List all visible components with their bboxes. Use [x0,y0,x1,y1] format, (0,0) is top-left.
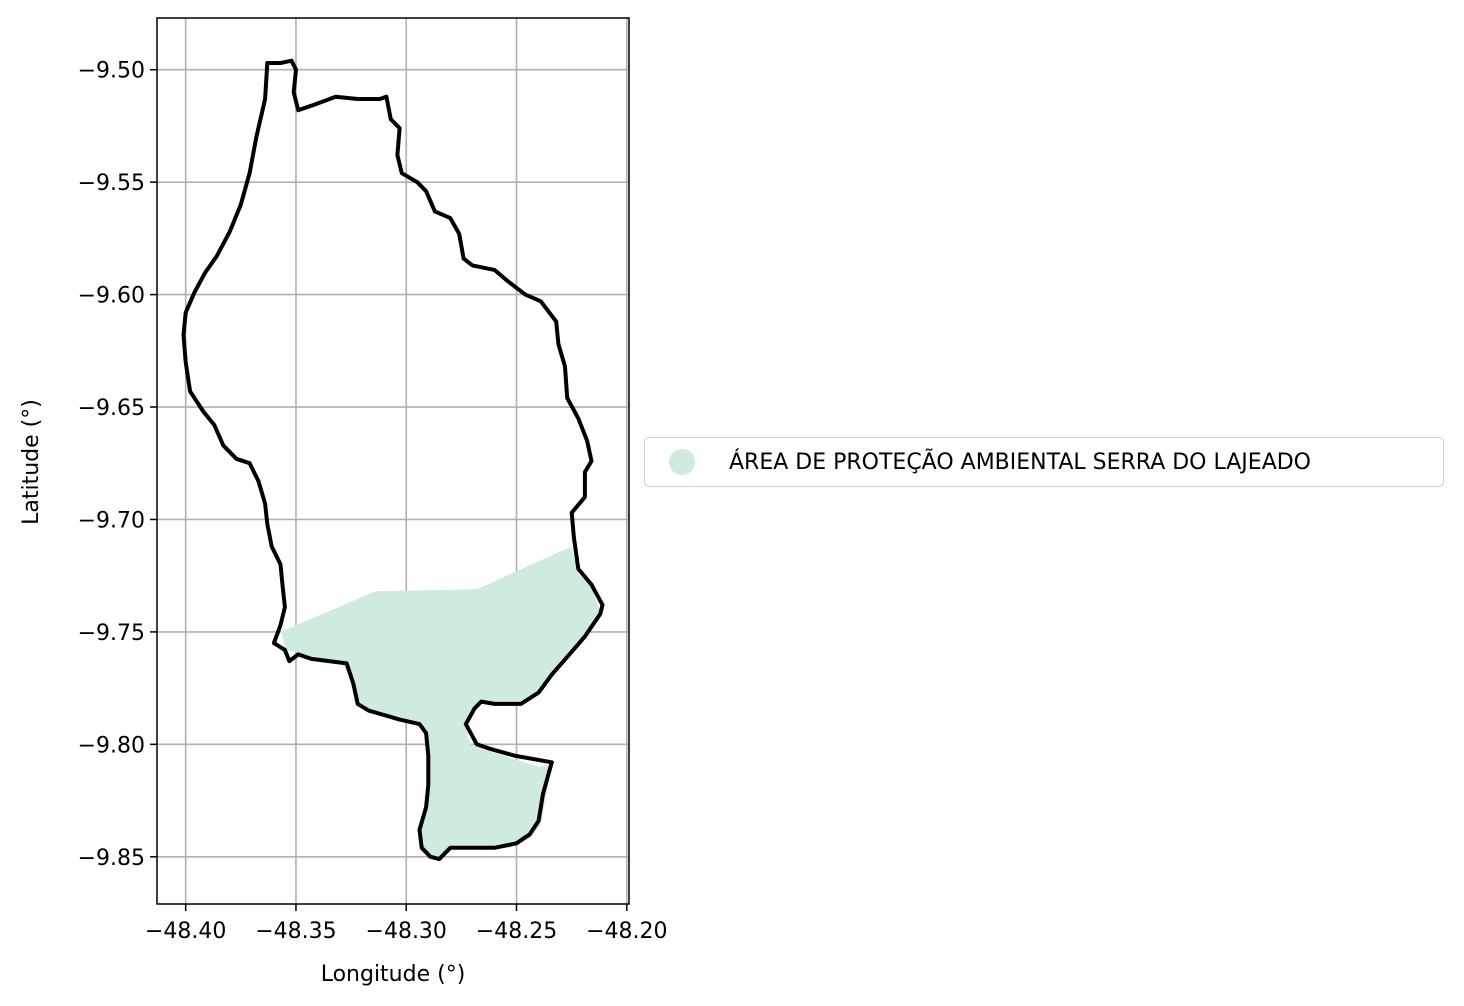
y-tick-label: −9.85 [78,846,145,871]
axes-frame [156,17,630,905]
y-tick-label: −9.55 [78,171,145,196]
y-axis-label: Latitude (°) [19,399,44,525]
legend-swatch-icon [669,449,695,475]
y-tick-label: −9.80 [78,733,145,758]
x-tick-label: −48.20 [586,919,667,944]
grid [157,18,629,904]
y-tick-label: −9.65 [78,396,145,421]
boundary-outline [181,58,605,861]
y-tick-label: −9.70 [78,508,145,533]
protected-area-layer [280,546,601,857]
legend: ÁREA DE PROTEÇÃO AMBIENTAL SERRA DO LAJE… [644,437,1444,487]
y-axis-ticks: −9.50 −9.55 −9.60 −9.65 −9.70 −9.75 −9.80 −9.85 [78,59,157,871]
x-tick-label: −48.35 [255,919,336,944]
y-tick-label: −9.60 [78,284,145,309]
protected-area-polygon [280,546,601,857]
x-axis-label: Longitude (°) [321,962,466,987]
x-tick-label: −48.25 [476,919,557,944]
x-tick-label: −48.40 [145,919,226,944]
y-tick-label: −9.50 [78,59,145,84]
x-tick-label: −48.30 [366,919,447,944]
x-axis-ticks: −48.40 −48.35 −48.30 −48.25 −48.20 [145,904,668,944]
legend-label: ÁREA DE PROTEÇÃO AMBIENTAL SERRA DO LAJE… [729,449,1312,475]
y-tick-label: −9.75 [78,621,145,646]
boundary-layer [181,58,605,861]
